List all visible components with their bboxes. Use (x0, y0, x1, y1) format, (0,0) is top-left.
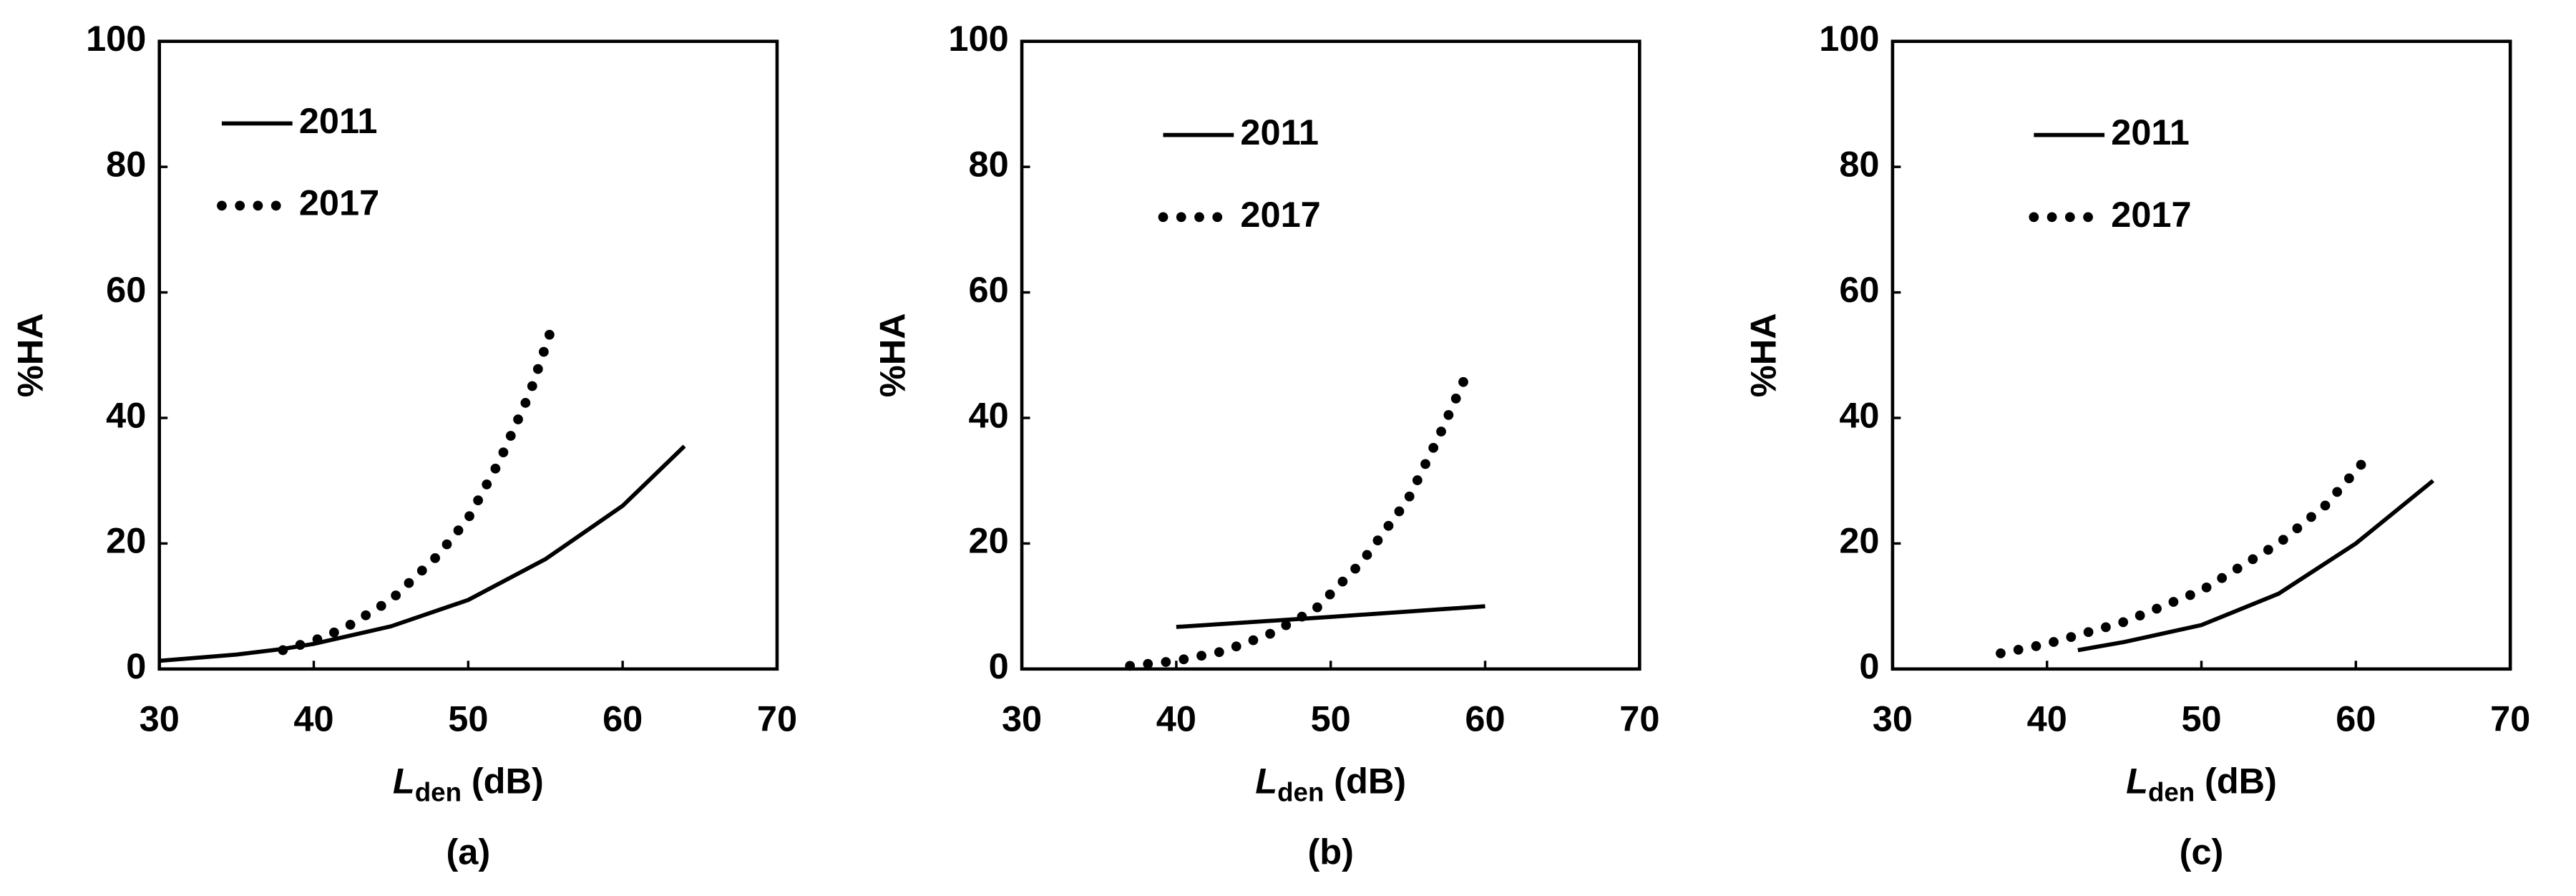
panel-label: (c) (2180, 832, 2224, 872)
series-line (278, 318, 558, 656)
y-tick-label: 40 (106, 394, 146, 435)
x-tick-label: 60 (1465, 698, 1505, 739)
x-axis-label-subscript: den (2148, 777, 2195, 807)
x-axis-label: Lden (dB) (2126, 761, 2277, 807)
y-tick-label: 80 (969, 144, 1009, 185)
series-line (2077, 479, 2435, 653)
x-axis-label-rest: (dB) (1334, 761, 1406, 802)
y-tick-label: 60 (969, 269, 1009, 310)
x-tick-label: 40 (293, 698, 333, 739)
series-line (1176, 604, 1485, 629)
x-tick-label: 30 (1002, 698, 1042, 739)
y-tick-label: 20 (106, 520, 146, 561)
y-axis-label: %HA (9, 313, 50, 397)
panel-label: (a) (446, 832, 490, 872)
x-axis-label: Lden (dB) (393, 761, 544, 807)
y-tick-label: 0 (1859, 646, 1879, 686)
legend-label: 2011 (2111, 112, 2190, 152)
panel-label: (b) (1307, 832, 1353, 872)
x-tick-label: 70 (1619, 698, 1659, 739)
x-axis-label-main: L (2126, 761, 2148, 802)
x-tick-label: 40 (1156, 698, 1196, 739)
x-tick-label: 70 (2490, 698, 2530, 739)
y-axis-label: %HA (1742, 313, 1783, 397)
x-axis-label-main: L (393, 761, 415, 802)
y-tick-label: 80 (1839, 144, 1879, 185)
plot-frame (1020, 39, 1641, 671)
y-tick-label: 20 (1839, 520, 1879, 561)
y-tick-label: 100 (948, 18, 1008, 59)
x-axis-label-subscript: den (1277, 777, 1324, 807)
y-tick-label: 0 (126, 646, 146, 686)
x-axis-label-main: L (1255, 761, 1277, 802)
y-tick-label: 80 (106, 144, 146, 185)
x-axis-label-subscript: den (415, 777, 462, 807)
x-tick-label: 70 (757, 698, 797, 739)
series-line (1996, 457, 2369, 658)
x-tick-label: 50 (448, 698, 488, 739)
x-tick-label: 40 (2027, 698, 2067, 739)
legend-label: 2011 (1240, 112, 1319, 152)
x-tick-label: 30 (140, 698, 180, 739)
y-tick-label: 40 (969, 394, 1009, 435)
plot-frame (1890, 39, 2512, 671)
y-tick-label: 60 (106, 269, 146, 310)
x-tick-label: 30 (1873, 698, 1913, 739)
x-axis-label-rest: (dB) (472, 761, 544, 802)
x-tick-label: 60 (2336, 698, 2376, 739)
legend-label: 2017 (2111, 194, 2191, 235)
x-tick-label: 50 (2181, 698, 2221, 739)
y-tick-label: 60 (1839, 269, 1879, 310)
y-axis-label: %HA (872, 313, 913, 397)
y-tick-label: 0 (989, 646, 1009, 686)
y-tick-label: 100 (1819, 18, 1879, 59)
x-tick-label: 60 (602, 698, 643, 739)
x-tick-label: 50 (1311, 698, 1351, 739)
x-axis-label: Lden (dB) (1255, 761, 1406, 807)
plot-frame (157, 39, 779, 671)
y-tick-label: 40 (1839, 394, 1879, 435)
legend-label: 2017 (1240, 194, 1320, 235)
series-line (159, 444, 686, 663)
legend-label: 2017 (299, 182, 379, 223)
y-tick-label: 100 (86, 18, 146, 59)
x-axis-label-rest: (dB) (2205, 761, 2277, 802)
y-tick-label: 20 (969, 520, 1009, 561)
legend-label: 2011 (299, 100, 378, 141)
series-line (1125, 362, 1475, 671)
